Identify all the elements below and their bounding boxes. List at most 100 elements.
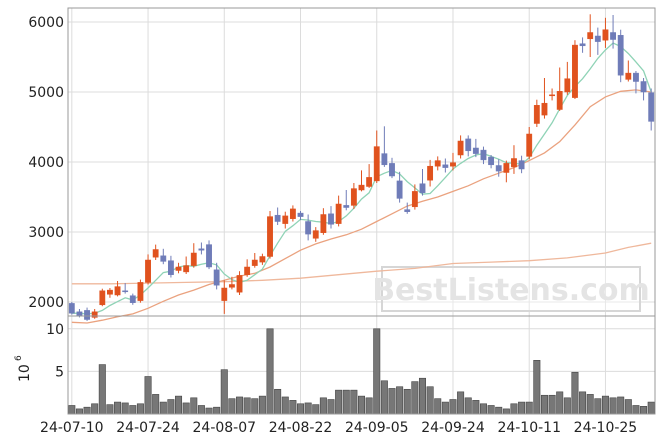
watermark-text: BestListens.com (372, 273, 650, 308)
candle-body (289, 208, 296, 219)
candle-body (312, 230, 319, 239)
candle-body (282, 215, 289, 224)
volume-bar (281, 396, 289, 415)
volume-bar (121, 402, 129, 415)
volume-bar (472, 400, 480, 415)
volume-bar (312, 404, 320, 415)
volume-bar (136, 403, 144, 415)
volume-bar (579, 391, 587, 415)
volume-bar (129, 405, 137, 415)
volume-bar (304, 402, 312, 415)
volume-bar (571, 371, 579, 415)
volume-bar (411, 381, 419, 415)
volume-bar (144, 376, 152, 415)
candle-body (389, 163, 395, 177)
volume-bar (601, 395, 609, 415)
volume-panel-frame (67, 315, 656, 415)
candle-body (213, 269, 220, 286)
candle-body (68, 303, 75, 314)
volume-bar (205, 407, 213, 415)
volume-bar (396, 386, 404, 415)
volume-bars (68, 328, 655, 415)
candle-body (152, 249, 159, 258)
volume-bar (289, 400, 297, 415)
axes: 10 6 2000 3000 4000 5000 6000 5 10 24-07-10 24-0… (14, 15, 637, 436)
candlesticks (68, 14, 655, 321)
volume-bar (518, 401, 526, 415)
candle-body (617, 35, 624, 76)
candle-body (76, 311, 83, 316)
volume-bar (220, 369, 228, 415)
candle-body (442, 164, 449, 168)
candle-body (465, 138, 472, 152)
candle-body (129, 295, 136, 303)
volume-bar (365, 397, 373, 415)
candle-body (541, 102, 548, 116)
candle-body (84, 310, 90, 320)
date-tick-label: 24-08-22 (269, 420, 333, 436)
candle-body (450, 162, 456, 167)
date-tick-label: 24-07-24 (116, 420, 180, 436)
volume-bar (457, 391, 465, 415)
candle-body (114, 286, 121, 296)
candle-body (396, 180, 403, 199)
candle-body (274, 214, 281, 222)
volume-bar (274, 388, 282, 415)
volume-bar (258, 395, 266, 415)
candle-body (167, 260, 174, 275)
volume-bar (586, 394, 594, 415)
volume-bar (464, 397, 472, 415)
candle-body (533, 105, 540, 124)
volume-bar (83, 406, 91, 415)
volume-bar (388, 388, 396, 415)
volume-bar (632, 405, 640, 415)
candle-body (472, 147, 479, 154)
candle-body (160, 255, 167, 262)
volume-bar (335, 389, 343, 415)
candle-body (145, 259, 151, 283)
volume-tick-label: 10 (46, 322, 64, 338)
volume-bar (167, 399, 175, 415)
volume-bar (197, 405, 205, 415)
watermark: BestListens.com (372, 266, 650, 312)
candle-body (221, 287, 228, 301)
candle-body (518, 160, 525, 170)
volume-bar (243, 397, 251, 415)
candle-body (572, 44, 578, 98)
volume-bar (434, 398, 442, 415)
volume-bar (319, 397, 327, 415)
candle-body (610, 32, 616, 40)
candle-body (137, 282, 144, 301)
volume-bar (350, 389, 358, 415)
candle-body (259, 256, 266, 263)
date-tick-label: 24-09-05 (345, 420, 409, 436)
candle-body (648, 92, 655, 122)
candle-body (411, 191, 418, 208)
candle-body (427, 165, 434, 181)
volume-bar (236, 396, 244, 415)
candle-body (183, 265, 190, 273)
price-tick-label: 6000 (28, 15, 64, 31)
candle-body (366, 177, 373, 187)
candle-body (640, 81, 647, 93)
candle-body (602, 29, 609, 41)
volume-bar (114, 401, 122, 415)
volume-bar (426, 386, 434, 415)
volume-bar (251, 398, 259, 415)
candle-body (579, 43, 586, 47)
candle-body (587, 32, 594, 40)
candle-body (564, 78, 571, 93)
volume-bar (525, 401, 533, 415)
volume-bar (647, 401, 655, 415)
candle-body (488, 156, 495, 166)
volume-bar (357, 395, 366, 415)
moving-average-long (71, 242, 652, 285)
volume-bar (228, 398, 236, 415)
date-tick-label: 24-09-24 (421, 420, 485, 436)
volume-bar (98, 364, 106, 415)
date-tick-label: 24-10-25 (574, 420, 638, 436)
candle-body (206, 244, 212, 268)
volume-bar (75, 408, 83, 415)
volume-bar (617, 396, 625, 415)
